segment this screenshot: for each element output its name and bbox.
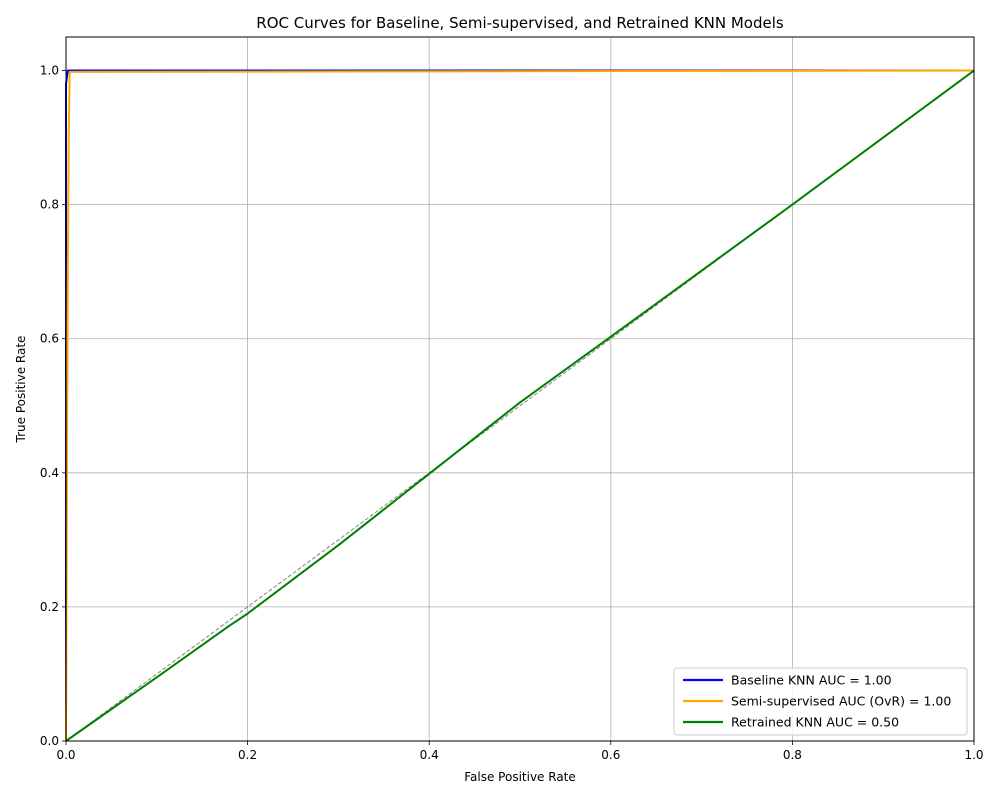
x-axis-label: False Positive Rate <box>464 770 576 784</box>
legend: Baseline KNN AUC = 1.00 Semi-supervised A… <box>673 667 968 736</box>
chance-diagonal-line <box>65 70 975 742</box>
legend-box <box>673 667 968 736</box>
y-tick-label: 0.4 <box>40 466 59 480</box>
y-axis-label: True Positive Rate <box>14 336 28 444</box>
x-tick-label: 0.2 <box>238 748 257 762</box>
y-tick-label: 1.0 <box>40 64 59 78</box>
series-line-2 <box>65 69 975 742</box>
x-axis-ticks: 0.0 0.2 0.4 0.6 0.8 1.0 <box>56 741 984 762</box>
series-line-3 <box>65 69 975 742</box>
plot-area <box>66 37 974 741</box>
y-tick-label: 0.6 <box>40 332 59 346</box>
plot-frame <box>65 36 975 742</box>
x-tick-label: 0.6 <box>601 748 620 762</box>
y-tick-label: 0.0 <box>40 734 59 748</box>
x-tick-label: 0.4 <box>420 748 439 762</box>
chart-title: ROC Curves for Baseline, Semi-supervised… <box>256 14 784 32</box>
x-tick-label: 1.0 <box>964 748 983 762</box>
y-tick-label: 0.8 <box>40 198 59 212</box>
x-tick-label: 0.8 <box>783 748 802 762</box>
legend-label-3: Retrained KNN AUC = 0.50 <box>731 715 899 730</box>
y-axis-ticks: 0.0 0.2 0.4 0.6 0.8 1.0 <box>40 64 66 748</box>
reference-diagonal <box>65 70 975 742</box>
y-tick-label: 0.2 <box>40 600 59 614</box>
legend-label-2: Semi-supervised AUC (OvR) = 1.00 <box>731 694 951 709</box>
legend-label-1: Baseline KNN AUC = 1.00 <box>731 673 892 688</box>
x-tick-label: 0.0 <box>56 748 75 762</box>
